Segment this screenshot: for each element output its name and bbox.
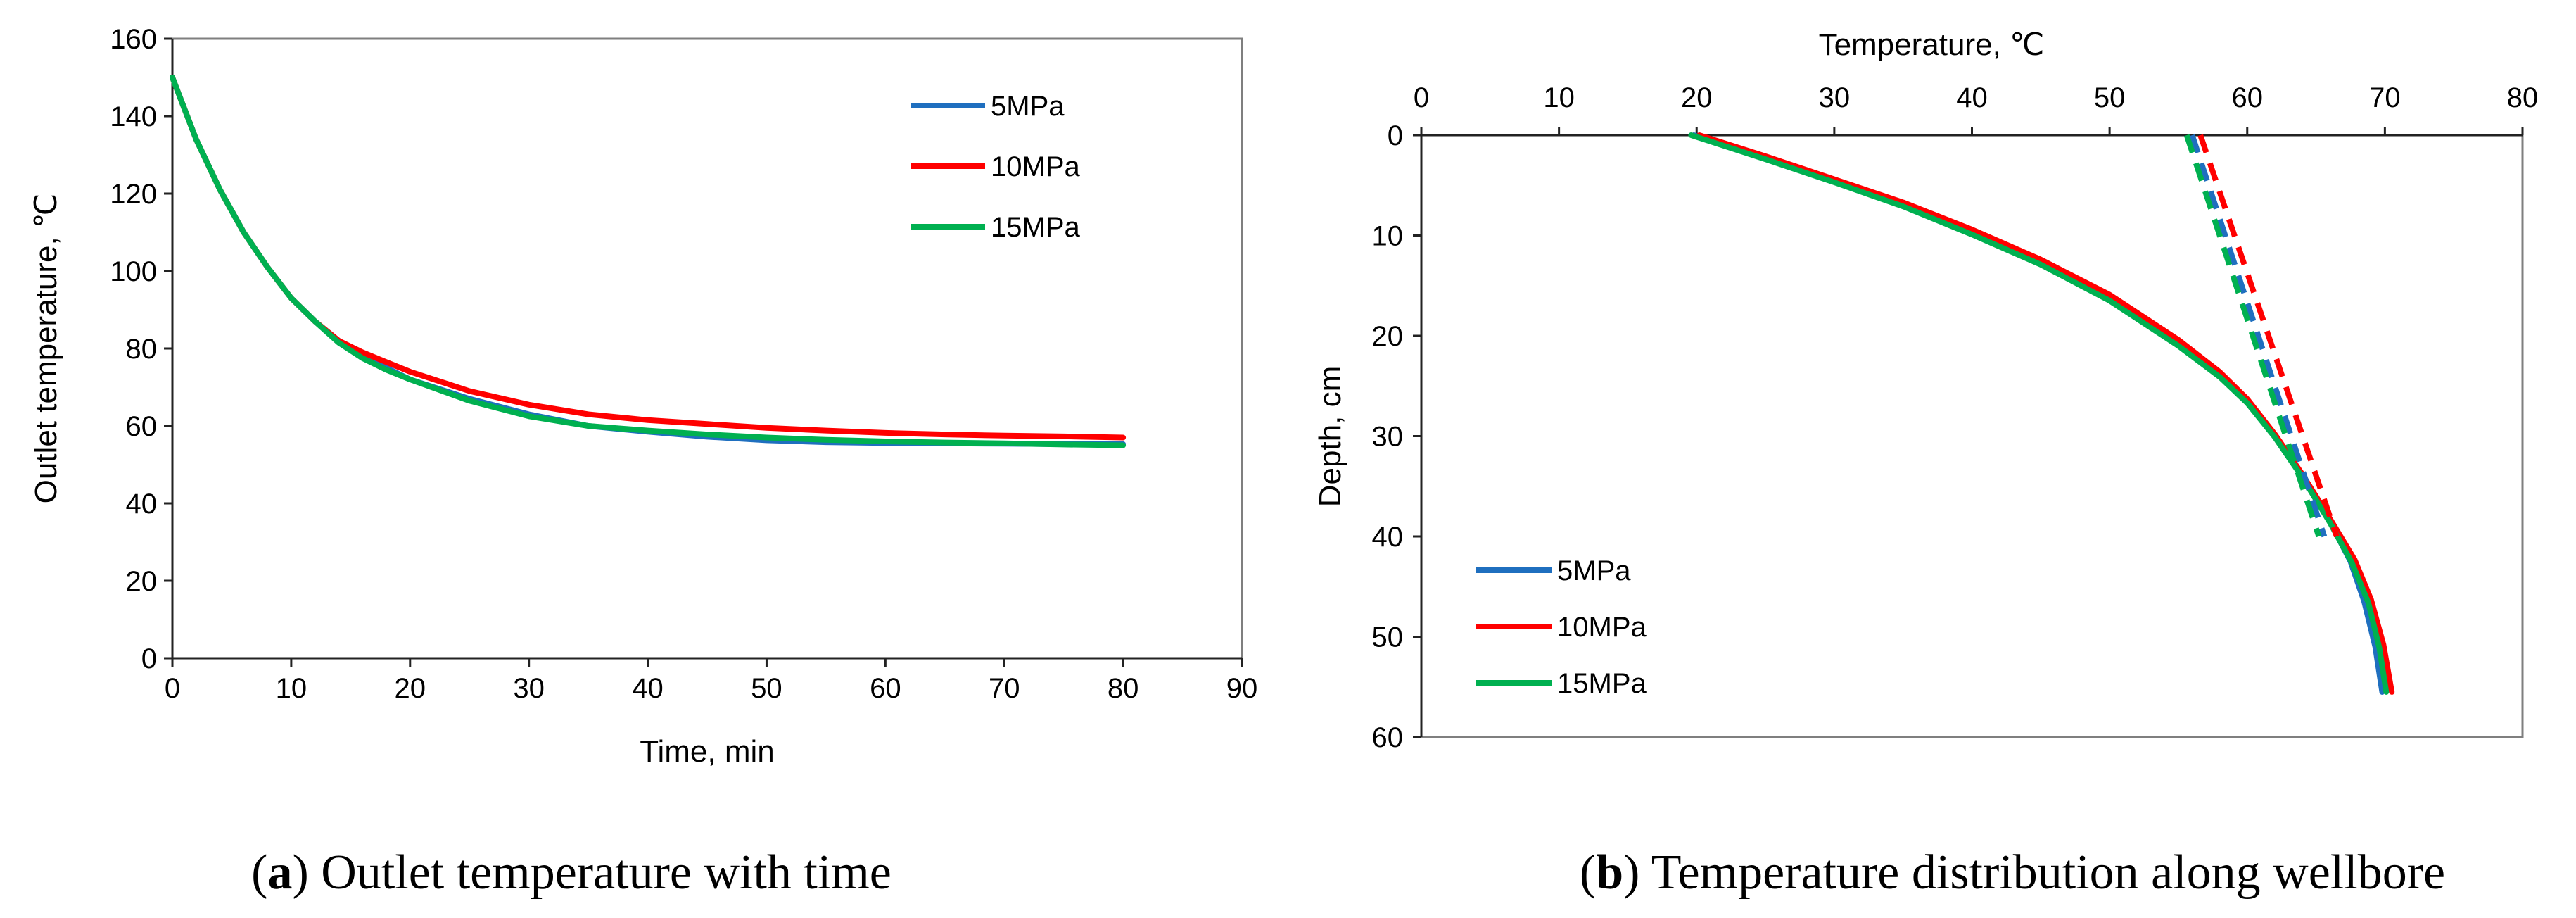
panel-b-series-15MPa — [1688, 132, 2390, 695]
panel-b-legend-label: 10MPa — [1557, 612, 1647, 643]
panel-a-caption-letter: a — [267, 845, 292, 900]
panel-b-y-tick-label: 20 — [1372, 321, 1404, 352]
panel-b-x-tick-label: 20 — [1681, 82, 1713, 113]
panel-b: 0 10 20 30 40 50 60 70 80 0 10 20 30 40 50 60 Temperatu… — [1313, 27, 2538, 900]
panel-a-x-tick-label: 0 — [165, 673, 180, 704]
panel-b-series-10MPa-dashed- — [2197, 134, 2340, 538]
panel-a-x-tick-label: 10 — [276, 673, 307, 704]
panel-b-x-tick-label: 40 — [1956, 82, 1988, 113]
panel-a-caption: (a) Outlet temperature with time — [251, 845, 892, 900]
panel-b-y-tick-label: 50 — [1372, 622, 1404, 653]
panel-a-legend-label: 10MPa — [991, 151, 1080, 182]
panel-b-legend-label: 15MPa — [1557, 668, 1647, 699]
panel-a-x-tick-label: 90 — [1226, 673, 1258, 704]
panel-a-y-tick-label: 60 — [126, 411, 158, 442]
panel-a-x-tick-label: 30 — [513, 673, 545, 704]
panel-b-x-tick-label: 80 — [2507, 82, 2539, 113]
panel-a-x-tick-label: 40 — [632, 673, 664, 704]
panel-a-x-tick-label: 60 — [870, 673, 901, 704]
panel-a-xlabel: Time, min — [640, 734, 775, 769]
panel-a-caption-text: Outlet temperature with time — [321, 845, 892, 900]
panel-b-x-tick-label: 70 — [2369, 82, 2401, 113]
panel-a-y-tick-label: 120 — [110, 179, 157, 210]
panel-a-y-tick-label: 40 — [126, 489, 158, 520]
panel-a-series-15MPa — [170, 75, 1127, 448]
panel-b-x-tick-label: 60 — [2232, 82, 2264, 113]
panel-b-y-tick-label: 10 — [1372, 221, 1404, 252]
panel-a: 0 10 20 30 40 50 60 70 80 90 0 20 40 60 80 100 120 140 160… — [29, 24, 1257, 900]
panel-b-y-tick-label: 30 — [1372, 422, 1404, 453]
panel-a-y-tick-label: 100 — [110, 256, 157, 287]
panel-b-x-tick-label: 10 — [1543, 82, 1575, 113]
panel-b-x-tick-label: 0 — [1414, 82, 1429, 113]
panel-a-frame — [171, 37, 1243, 660]
panel-b-series-5MPa-dashed- — [2189, 134, 2328, 538]
panel-b-x-tick-label: 50 — [2094, 82, 2126, 113]
panel-a-y-tick-label: 160 — [110, 24, 157, 55]
panel-a-x-tick-label: 80 — [1108, 673, 1139, 704]
panel-a-series-5MPa — [170, 75, 1127, 447]
panel-b-caption-text: Temperature distribution along wellbore — [1651, 845, 2445, 900]
panel-a-y-tick-label: 20 — [126, 566, 158, 597]
panel-b-y-tick-label: 0 — [1388, 120, 1403, 151]
panel-b-series-15MPa-dashed- — [2183, 134, 2322, 538]
panel-b-legend-label: 5MPa — [1557, 555, 1631, 586]
panel-b-y-tick-label: 60 — [1372, 722, 1404, 753]
panel-b-caption-letter: b — [1596, 845, 1623, 900]
panel-b-series-10MPa — [1696, 132, 2395, 695]
panel-a-y-tick-label: 140 — [110, 101, 157, 132]
panel-b-y-tick-label: 40 — [1372, 522, 1404, 553]
panel-b-xlabel: Temperature, ℃ — [1819, 27, 2045, 62]
panel-a-y-tick-label: 80 — [126, 334, 158, 365]
panel-a-legend-label: 15MPa — [991, 212, 1080, 243]
panel-b-ylabel: Depth, cm — [1313, 366, 1347, 508]
panel-a-series-10MPa — [170, 75, 1127, 441]
panel-a-legend-label: 5MPa — [991, 91, 1065, 122]
panel-a-x-tick-label: 70 — [989, 673, 1020, 704]
panel-a-x-tick-label: 50 — [751, 673, 782, 704]
panel-b-caption: (b) Temperature distribution along wellb… — [1580, 845, 2445, 900]
panel-b-frame — [1420, 134, 2524, 738]
panel-a-ylabel: Outlet temperature, ℃ — [29, 194, 63, 504]
panel-b-series-5MPa — [1691, 132, 2385, 695]
panel-b-x-tick-label: 30 — [1819, 82, 1851, 113]
panel-a-x-tick-label: 20 — [395, 673, 426, 704]
panel-a-y-tick-label: 0 — [141, 643, 157, 674]
